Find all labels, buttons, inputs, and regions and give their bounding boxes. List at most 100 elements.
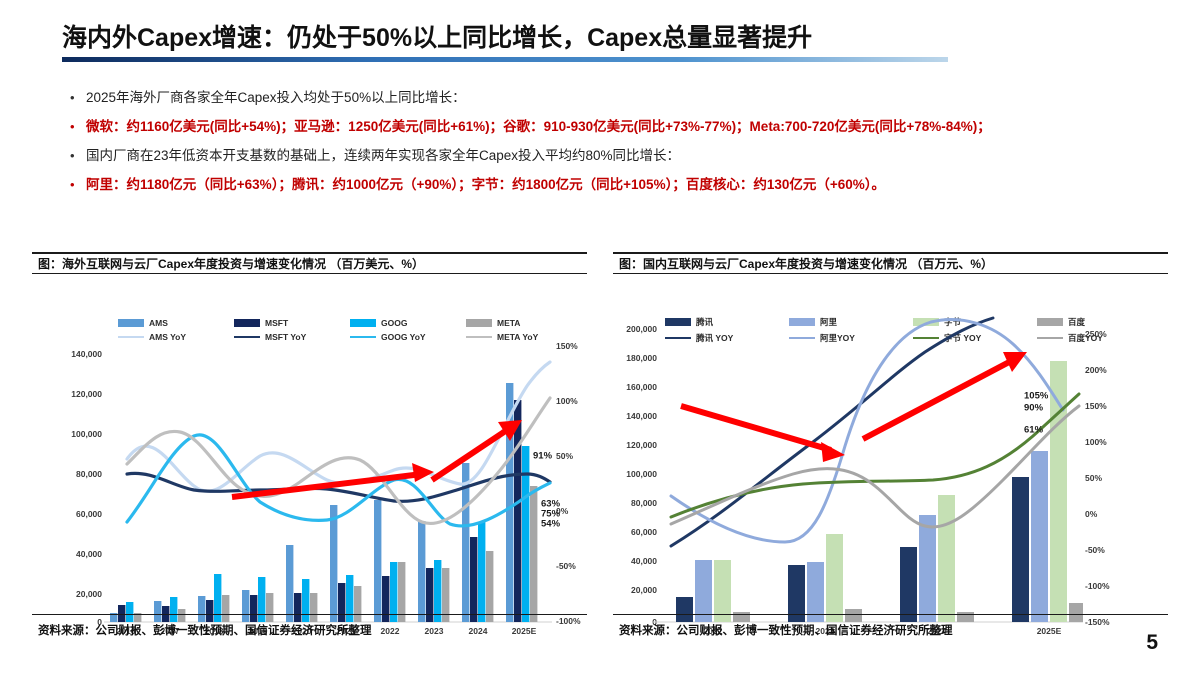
legend-swatch-icon [913,318,939,326]
chart-plot-domestic [653,316,1083,623]
trend-arrow-icon [430,420,522,483]
chart-plot-overseas [104,360,552,623]
y-tick-label: 120,000 [71,389,102,399]
data-label-bytedance-yoy: 105% [1024,390,1049,402]
legend-swatch-icon [1037,318,1063,326]
x-tick-label: 2016 [116,626,136,636]
bullet-list: • 2025年海外厂商各家全年Capex投入均处于50%以上同比增长： • 微软… [70,88,1160,204]
panel-header-domestic: 图：国内互联网与云厂Capex年度投资与增速变化情况 （百万元、%） [613,252,1168,274]
source-note: 资料来源：公司财报、彭博一致性预期、国信证券经济研究所整理 [619,624,953,637]
y-tick-label: 40,000 [76,549,102,559]
y2-tick-label: -100% [556,616,581,626]
legend-line-icon [665,336,691,340]
x-tick-label: 2024 [468,626,488,636]
y2-tick-label: 0% [556,506,569,516]
legend-item-bytedance-yoy: 字节 YOY [913,332,1021,344]
y-tick-label: 80,000 [631,498,657,508]
x-tick-label: 2025E [1036,626,1062,636]
y2-tick-label: 150% [1085,401,1107,411]
data-label-msft-yoy: 54% [541,518,561,530]
legend-item-meta-yoy: META YoY [466,332,566,342]
legend-line-icon [118,335,144,339]
y2-tick-label: -50% [1085,545,1105,555]
y-tick-label: 100,000 [626,469,657,479]
legend-line-icon [350,335,376,339]
legend-label: AMS YoY [149,332,186,342]
legend-item-baidu: 百度 [1037,316,1127,328]
bullet-text: 2025年海外厂商各家全年Capex投入均处于50%以上同比增长： [86,90,466,105]
legend-swatch-icon [789,318,815,326]
bullet-text: 国内厂商在23年低资本开支基数的基础上，连续两年实现各家全年Capex投入平均约… [86,148,681,163]
bullet-text: 微软：约1160亿美元(同比+54%)；亚马逊：1250亿美元(同比+61%)；… [86,119,991,134]
legend-row-lines: 腾讯 YOY 阿里YOY 字节 YOY 百度YOY [665,332,1143,344]
bullet-item: • 国内厂商在23年低资本开支基数的基础上，连续两年实现各家全年Capex投入平… [70,146,1160,165]
y-tick-label: 60,000 [631,527,657,537]
panel-header-text: 图：国内互联网与云厂Capex年度投资与增速变化情况 （百万元、%） [619,257,994,271]
legend-item-ams-yoy: AMS YoY [118,332,218,342]
panel-footer-domestic: 资料来源：公司财报、彭博一致性预期、国信证券经济研究所整理 [613,614,1168,644]
x-tick-label: 2025E [511,626,537,636]
page-title-text: 海内外Capex增速：仍处于50%以上同比增长，Capex总量显著提升 [62,24,813,52]
bullet-text: 阿里：约1180亿元（同比+63%）；腾讯：约1000亿元（+90%）；字节：约… [86,177,885,192]
bullet-item: • 微软：约1160亿美元(同比+54%)；亚马逊：1250亿美元(同比+61%… [70,117,1160,136]
y-tick-label: 160,000 [626,382,657,392]
legend-label: GOOG [381,318,408,328]
legend-swatch-icon [350,319,376,327]
legend-item-alibaba: 阿里 [789,316,897,328]
y2-tick-label: 250% [1085,329,1107,339]
chart-body-domestic: 腾讯 阿里 字节 百度 [613,274,1168,636]
chart-legend-domestic: 腾讯 阿里 字节 百度 [665,316,1143,344]
y2-tick-label: 200% [1085,365,1107,375]
legend-row-lines: AMS YoY MSFT YoY GOOG YoY META YoY [118,332,582,342]
y-tick-label: 80,000 [76,469,102,479]
legend-label: MSFT [265,318,289,328]
legend-item-msft: MSFT [234,318,334,328]
y2-tick-label: -150% [1085,617,1110,627]
bullet-dot-icon: • [70,90,75,105]
legend-label: META YoY [497,332,539,342]
legend-item-ams: AMS [118,318,218,328]
x-tick-label: 2022 [380,626,400,636]
legend-item-tencent: 腾讯 [665,316,773,328]
legend-swatch-icon [118,319,144,327]
x-tick-label: 2019 [248,626,268,636]
x-tick-label: 2023 [815,626,835,636]
y-tick-label: 100,000 [71,429,102,439]
y-tick-label: 60,000 [76,509,102,519]
y-tick-label: 140,000 [71,349,102,359]
legend-line-icon [234,335,260,339]
y2-tick-label: -100% [1085,581,1110,591]
chart-body-overseas: AMS MSFT GOOG META [32,274,587,636]
trend-arrow-icon [680,403,845,462]
legend-row-bars: AMS MSFT GOOG META [118,318,582,328]
legend-label: 阿里YOY [820,333,855,343]
legend-label: META [497,318,521,328]
page-title: 海内外Capex增速：仍处于50%以上同比增长，Capex总量显著提升 [62,24,952,62]
legend-line-icon [1037,336,1063,340]
legend-item-baidu-yoy: 百度YOY [1037,332,1127,344]
legend-line-icon [789,336,815,340]
page-number: 5 [1146,631,1158,654]
legend-item-bytedance: 字节 [913,316,1021,328]
y-tick-label: 180,000 [626,353,657,363]
y2-tick-label: 100% [556,396,578,406]
x-tick-label: 2018 [204,626,224,636]
legend-label: 腾讯 YOY [696,333,734,343]
y-tick-label: 20,000 [631,585,657,595]
bullet-dot-icon: • [70,119,75,134]
y2-tick-label: 50% [556,451,574,461]
panel-header-overseas: 图：海外互联网与云厂Capex年度投资与增速变化情况 （百万美元、%） [32,252,587,274]
data-label-alibaba-yoy: 61% [1024,424,1044,436]
trend-arrow-icon [231,463,434,500]
legend-label: AMS [149,318,168,328]
data-label-meta-yoy: 91% [533,450,553,462]
legend-item-alibaba-yoy: 阿里YOY [789,332,897,344]
panel-footer-overseas: 资料来源：公司财报、彭博一致性预期、国信证券经济研究所整理 [32,614,587,644]
legend-item-tencent-yoy: 腾讯 YOY [665,332,773,344]
y-tick-label: 0 [97,617,102,627]
legend-item-meta: META [466,318,566,328]
x-tick-label: 2021 [336,626,356,636]
x-tick-label: 2022 [703,626,723,636]
legend-item-goog-yoy: GOOG YoY [350,332,450,342]
